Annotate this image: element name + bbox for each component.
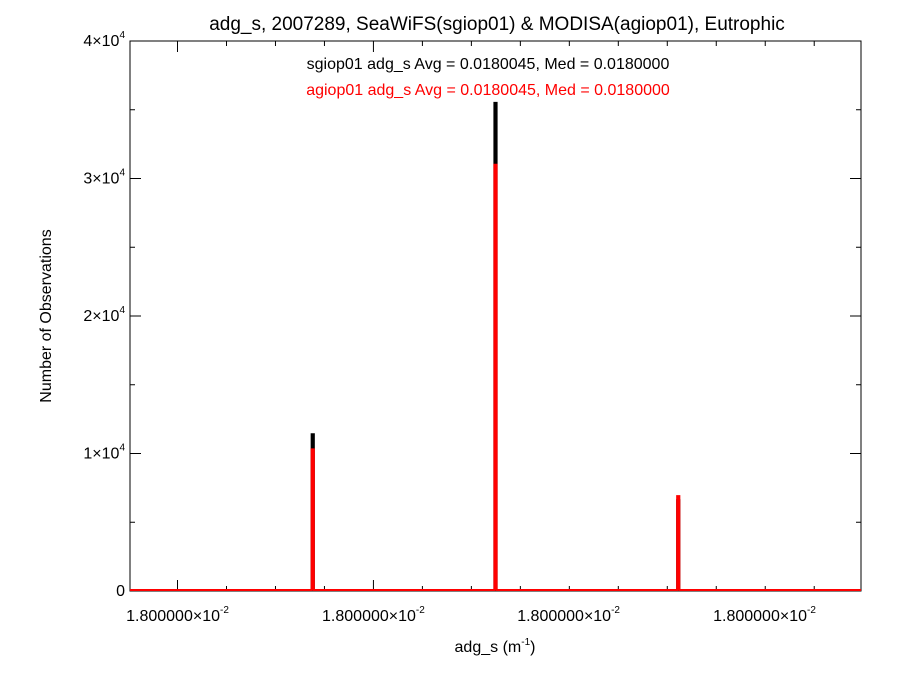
y-tick-label-exponent: 4	[119, 30, 125, 41]
y-tick-label: 1×104	[83, 443, 125, 463]
axis-ticks	[130, 40, 861, 592]
x-tick-label-mantissa: 1.800000×10	[713, 608, 807, 625]
y-tick-label-mantissa: 2×10	[83, 308, 119, 325]
y-tick-label: 0	[116, 583, 125, 600]
y-tick-label-exponent: 4	[119, 443, 125, 454]
chart-title: adg_s, 2007289, SeaWiFS(sgiop01) & MODIS…	[209, 14, 785, 35]
y-axis-label: Number of Observations	[38, 229, 55, 402]
x-tick-label: 1.800000×10-2	[126, 605, 229, 625]
y-tick-label-mantissa: 0	[116, 583, 125, 600]
y-tick-label: 2×104	[83, 305, 125, 325]
y-tick-label-exponent: 4	[119, 168, 125, 179]
x-tick-label-mantissa: 1.800000×10	[322, 608, 416, 625]
x-axis-label-superscript: -1	[521, 637, 530, 648]
stats-annotation: sgiop01 adg_s Avg = 0.0180045, Med = 0.0…	[307, 56, 670, 73]
x-tick-labels: 1.800000×10-2 1.800000×10-2 1.800000×10-2 1…	[126, 605, 816, 625]
x-tick-label-mantissa: 1.800000×10	[517, 608, 611, 625]
x-tick-label-exponent: -2	[611, 605, 620, 616]
x-tick-label: 1.800000×10-2	[517, 605, 620, 625]
x-tick-label: 1.800000×10-2	[713, 605, 816, 625]
y-tick-label: 3×104	[83, 168, 125, 188]
x-axis-label-text: adg_s (m	[455, 639, 522, 656]
x-tick-label-mantissa: 1.800000×10	[126, 608, 220, 625]
y-tick-label-mantissa: 3×10	[83, 171, 119, 188]
y-tick-label-mantissa: 4×10	[83, 33, 119, 50]
x-tick-label-exponent: -2	[220, 605, 229, 616]
y-tick-label-exponent: 4	[119, 305, 125, 316]
annotations: sgiop01 adg_s Avg = 0.0180045, Med = 0.0…	[306, 56, 670, 99]
x-tick-label-exponent: -2	[807, 605, 816, 616]
stats-annotation: agiop01 adg_s Avg = 0.0180045, Med = 0.0…	[306, 82, 670, 99]
x-tick-label-exponent: -2	[416, 605, 425, 616]
x-axis-label-suffix: )	[530, 639, 535, 656]
y-tick-label: 4×104	[83, 30, 125, 50]
data-series	[130, 101, 861, 591]
x-axis-label: adg_s (m-1)	[455, 637, 536, 656]
x-tick-label: 1.800000×10-2	[322, 605, 425, 625]
y-tick-label-mantissa: 1×10	[83, 446, 119, 463]
